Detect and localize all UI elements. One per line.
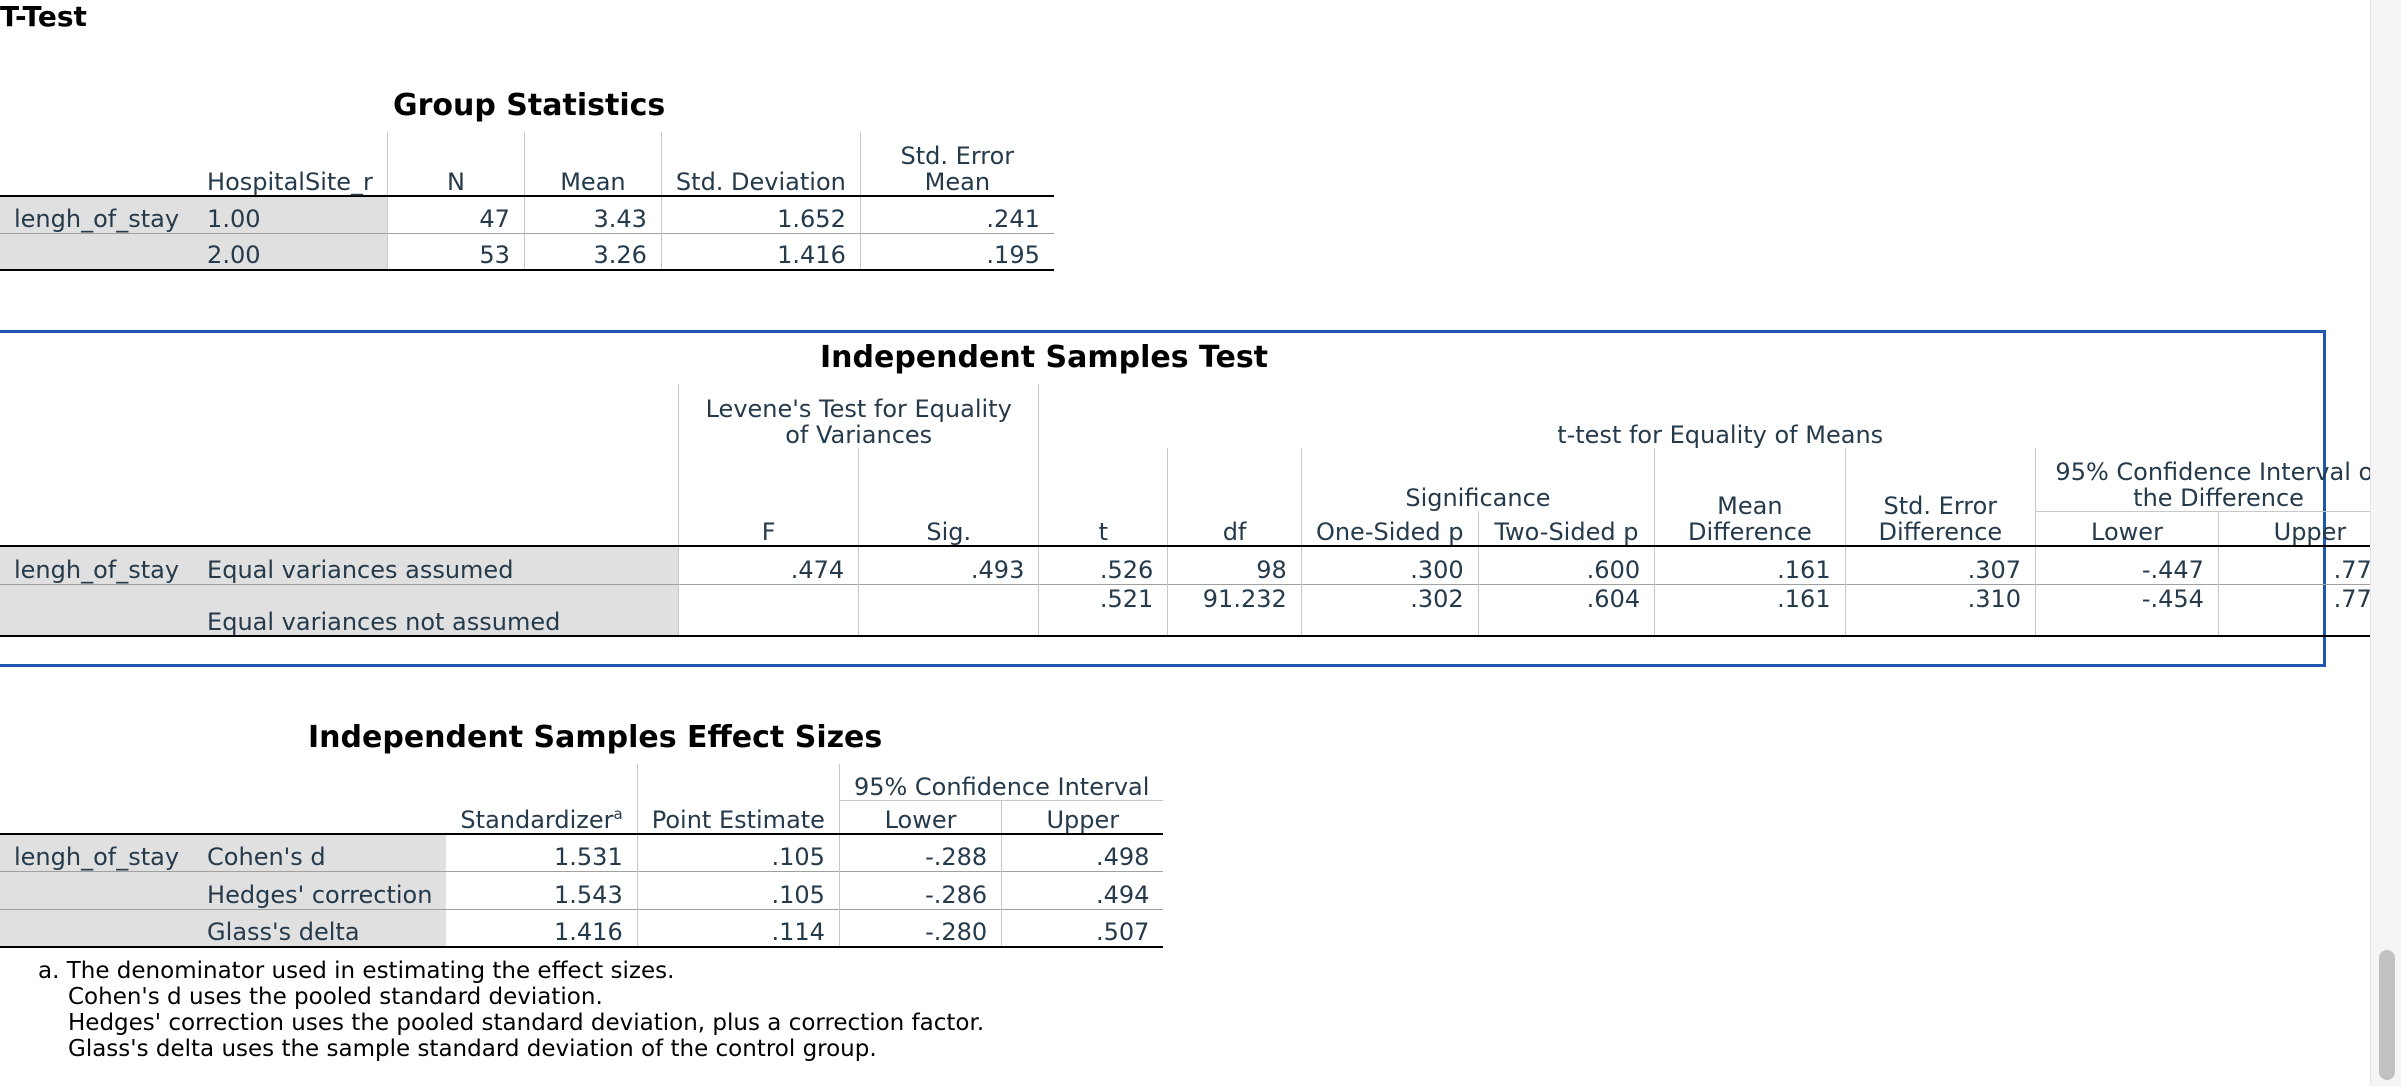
cell-upper: .498 — [1001, 833, 1164, 871]
cell-upper: .494 — [1001, 870, 1164, 909]
cell-point-estimate: .114 — [636, 908, 840, 947]
col-one-sided-p: One-Sided p — [1300, 511, 1479, 546]
levene-header: Levene's Test for Equality of Variances — [678, 384, 1039, 448]
footnote-line: Glass's delta uses the sample standard d… — [68, 1036, 877, 1062]
cell-lower: -.447 — [2035, 545, 2219, 584]
cell-std-error-difference: .310 — [1844, 583, 2036, 636]
cell-sd: 1.416 — [660, 232, 861, 270]
group-label: 2.00 — [193, 232, 388, 270]
col-mean-difference: Mean Difference — [1654, 448, 1846, 546]
col-sig: Sig. — [858, 448, 1039, 546]
cell-mean: 3.26 — [523, 232, 662, 270]
output-heading: T-Test — [0, 0, 87, 33]
cell-sig — [858, 583, 1039, 636]
var-label: lengh_of_stay — [0, 833, 194, 871]
cell-lower: -.454 — [2035, 583, 2219, 636]
col-std-error-difference: Std. Error Difference — [1844, 448, 2036, 546]
effect-sizes-table[interactable]: Standardizera Point Estimate 95% Confide… — [0, 764, 1164, 948]
cell-t: .521 — [1038, 583, 1168, 636]
var-label: lengh_of_stay — [0, 545, 194, 584]
cell-sd: 1.652 — [660, 195, 861, 233]
cell-se: .195 — [859, 232, 1054, 270]
cell-std-error-difference: .307 — [1844, 545, 2036, 584]
cell-standardizer: 1.416 — [446, 908, 638, 947]
row-label: Glass's delta — [193, 908, 447, 947]
col-lower: Lower — [2035, 511, 2219, 546]
group-statistics-title: Group Statistics — [393, 88, 666, 123]
cell-n: 53 — [386, 232, 525, 270]
cell-mean-difference: .161 — [1654, 583, 1846, 636]
cell-standardizer: 1.543 — [446, 870, 638, 909]
col-lower: Lower — [838, 800, 1002, 834]
cell-upper: .507 — [1001, 908, 1164, 947]
row-label: Equal variances not assumed — [193, 583, 679, 636]
cell-mean: 3.43 — [523, 195, 662, 233]
col-upper: Upper — [1001, 800, 1164, 834]
cell-standardizer: 1.531 — [446, 833, 638, 871]
cell-one-sided-p: .300 — [1300, 545, 1479, 584]
independent-samples-test-title: Independent Samples Test — [820, 340, 1269, 375]
ttest-header: t-test for Equality of Means — [1038, 384, 2401, 448]
cell-two-sided-p: .604 — [1477, 583, 1655, 636]
cell-point-estimate: .105 — [636, 870, 840, 909]
cell-mean-difference: .161 — [1654, 545, 1846, 584]
row-label: Hedges' correction — [193, 870, 447, 909]
cell-one-sided-p: .302 — [1300, 583, 1479, 636]
col-hospitalsite: HospitalSite_r — [207, 168, 373, 196]
footnote-line: a. The denominator used in estimating th… — [38, 958, 675, 984]
col-std-error-mean: Std. Error Mean — [859, 132, 1054, 196]
group-statistics-table[interactable]: HospitalSite_r N Mean Std. Deviation Std… — [0, 132, 1054, 271]
effect-sizes-title: Independent Samples Effect Sizes — [308, 720, 883, 755]
cell-f — [678, 583, 859, 636]
cell-df: 91.232 — [1167, 583, 1302, 636]
cell-n: 47 — [386, 195, 525, 233]
col-mean: Mean — [523, 132, 662, 196]
ci-header: 95% Confidence Interval of the Differenc… — [2035, 448, 2401, 512]
significance-header: Significance — [1300, 448, 1655, 511]
effect-sizes-footnote: a. The denominator used in estimating th… — [38, 958, 984, 1062]
independent-samples-test-table[interactable]: Levene's Test for Equality of Variances … — [0, 384, 2401, 637]
footnote-line: Cohen's d uses the pooled standard devia… — [68, 984, 603, 1010]
cell-se: .241 — [859, 195, 1054, 233]
var-label: lengh_of_stay — [0, 195, 194, 233]
cell-f: .474 — [678, 545, 859, 584]
cell-lower: -.288 — [838, 833, 1002, 871]
row-label: Equal variances assumed — [193, 545, 679, 584]
col-standardizer: Standardizera — [460, 805, 623, 834]
cell-t: .526 — [1038, 545, 1168, 584]
scrollbar-thumb[interactable] — [2379, 950, 2395, 1080]
col-f: F — [678, 448, 859, 546]
cell-df: 98 — [1167, 545, 1302, 584]
col-df: df — [1167, 448, 1302, 546]
cell-lower: -.286 — [838, 870, 1002, 909]
col-n: N — [386, 132, 525, 196]
footnote-line: Hedges' correction uses the pooled stand… — [68, 1010, 985, 1036]
row-label: Cohen's d — [193, 833, 447, 871]
group-label: 1.00 — [193, 195, 388, 233]
cell-point-estimate: .105 — [636, 833, 840, 871]
col-two-sided-p: Two-Sided p — [1477, 511, 1655, 546]
ci-header: 95% Confidence Interval — [838, 764, 1164, 801]
cell-sig: .493 — [858, 545, 1039, 584]
col-t: t — [1038, 448, 1168, 546]
vertical-scrollbar[interactable] — [2370, 0, 2401, 1086]
col-std-deviation: Std. Deviation — [660, 132, 861, 196]
cell-lower: -.280 — [838, 908, 1002, 947]
cell-two-sided-p: .600 — [1477, 545, 1655, 584]
col-point-estimate: Point Estimate — [636, 764, 840, 834]
